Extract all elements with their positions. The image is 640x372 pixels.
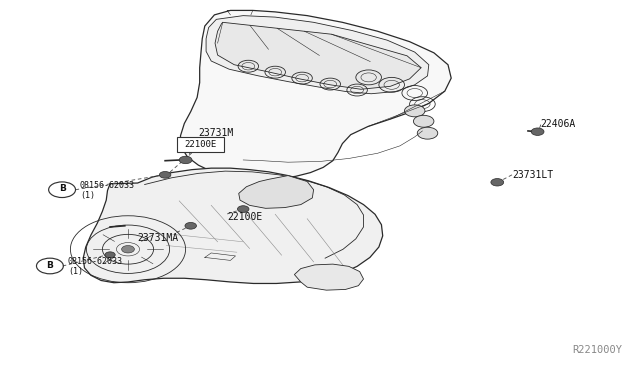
Circle shape bbox=[179, 156, 192, 164]
Text: 08156-62033: 08156-62033 bbox=[80, 181, 135, 190]
Text: 22100E: 22100E bbox=[227, 212, 262, 221]
Text: 22406A: 22406A bbox=[541, 119, 576, 128]
Polygon shape bbox=[180, 10, 451, 179]
Circle shape bbox=[105, 252, 115, 258]
Polygon shape bbox=[215, 22, 421, 89]
Circle shape bbox=[491, 179, 504, 186]
Polygon shape bbox=[83, 168, 383, 283]
Text: B: B bbox=[47, 261, 53, 270]
Text: R221000Y: R221000Y bbox=[572, 345, 622, 355]
Polygon shape bbox=[239, 176, 314, 208]
Text: (1): (1) bbox=[80, 191, 95, 200]
Text: 23731LT: 23731LT bbox=[512, 170, 553, 180]
Polygon shape bbox=[206, 16, 429, 94]
Text: 22100E: 22100E bbox=[184, 140, 216, 149]
Circle shape bbox=[531, 128, 544, 135]
Circle shape bbox=[413, 115, 434, 127]
FancyBboxPatch shape bbox=[177, 137, 224, 152]
Text: 08156-62033: 08156-62033 bbox=[68, 257, 123, 266]
Circle shape bbox=[185, 222, 196, 229]
Circle shape bbox=[237, 206, 249, 212]
Text: 23731MA: 23731MA bbox=[138, 232, 179, 243]
Circle shape bbox=[417, 127, 438, 139]
Text: 23731M: 23731M bbox=[198, 128, 234, 138]
Text: B: B bbox=[59, 185, 65, 193]
Circle shape bbox=[122, 246, 134, 253]
Circle shape bbox=[159, 171, 171, 178]
Circle shape bbox=[404, 105, 425, 117]
Polygon shape bbox=[294, 264, 364, 290]
Text: (1): (1) bbox=[68, 267, 83, 276]
